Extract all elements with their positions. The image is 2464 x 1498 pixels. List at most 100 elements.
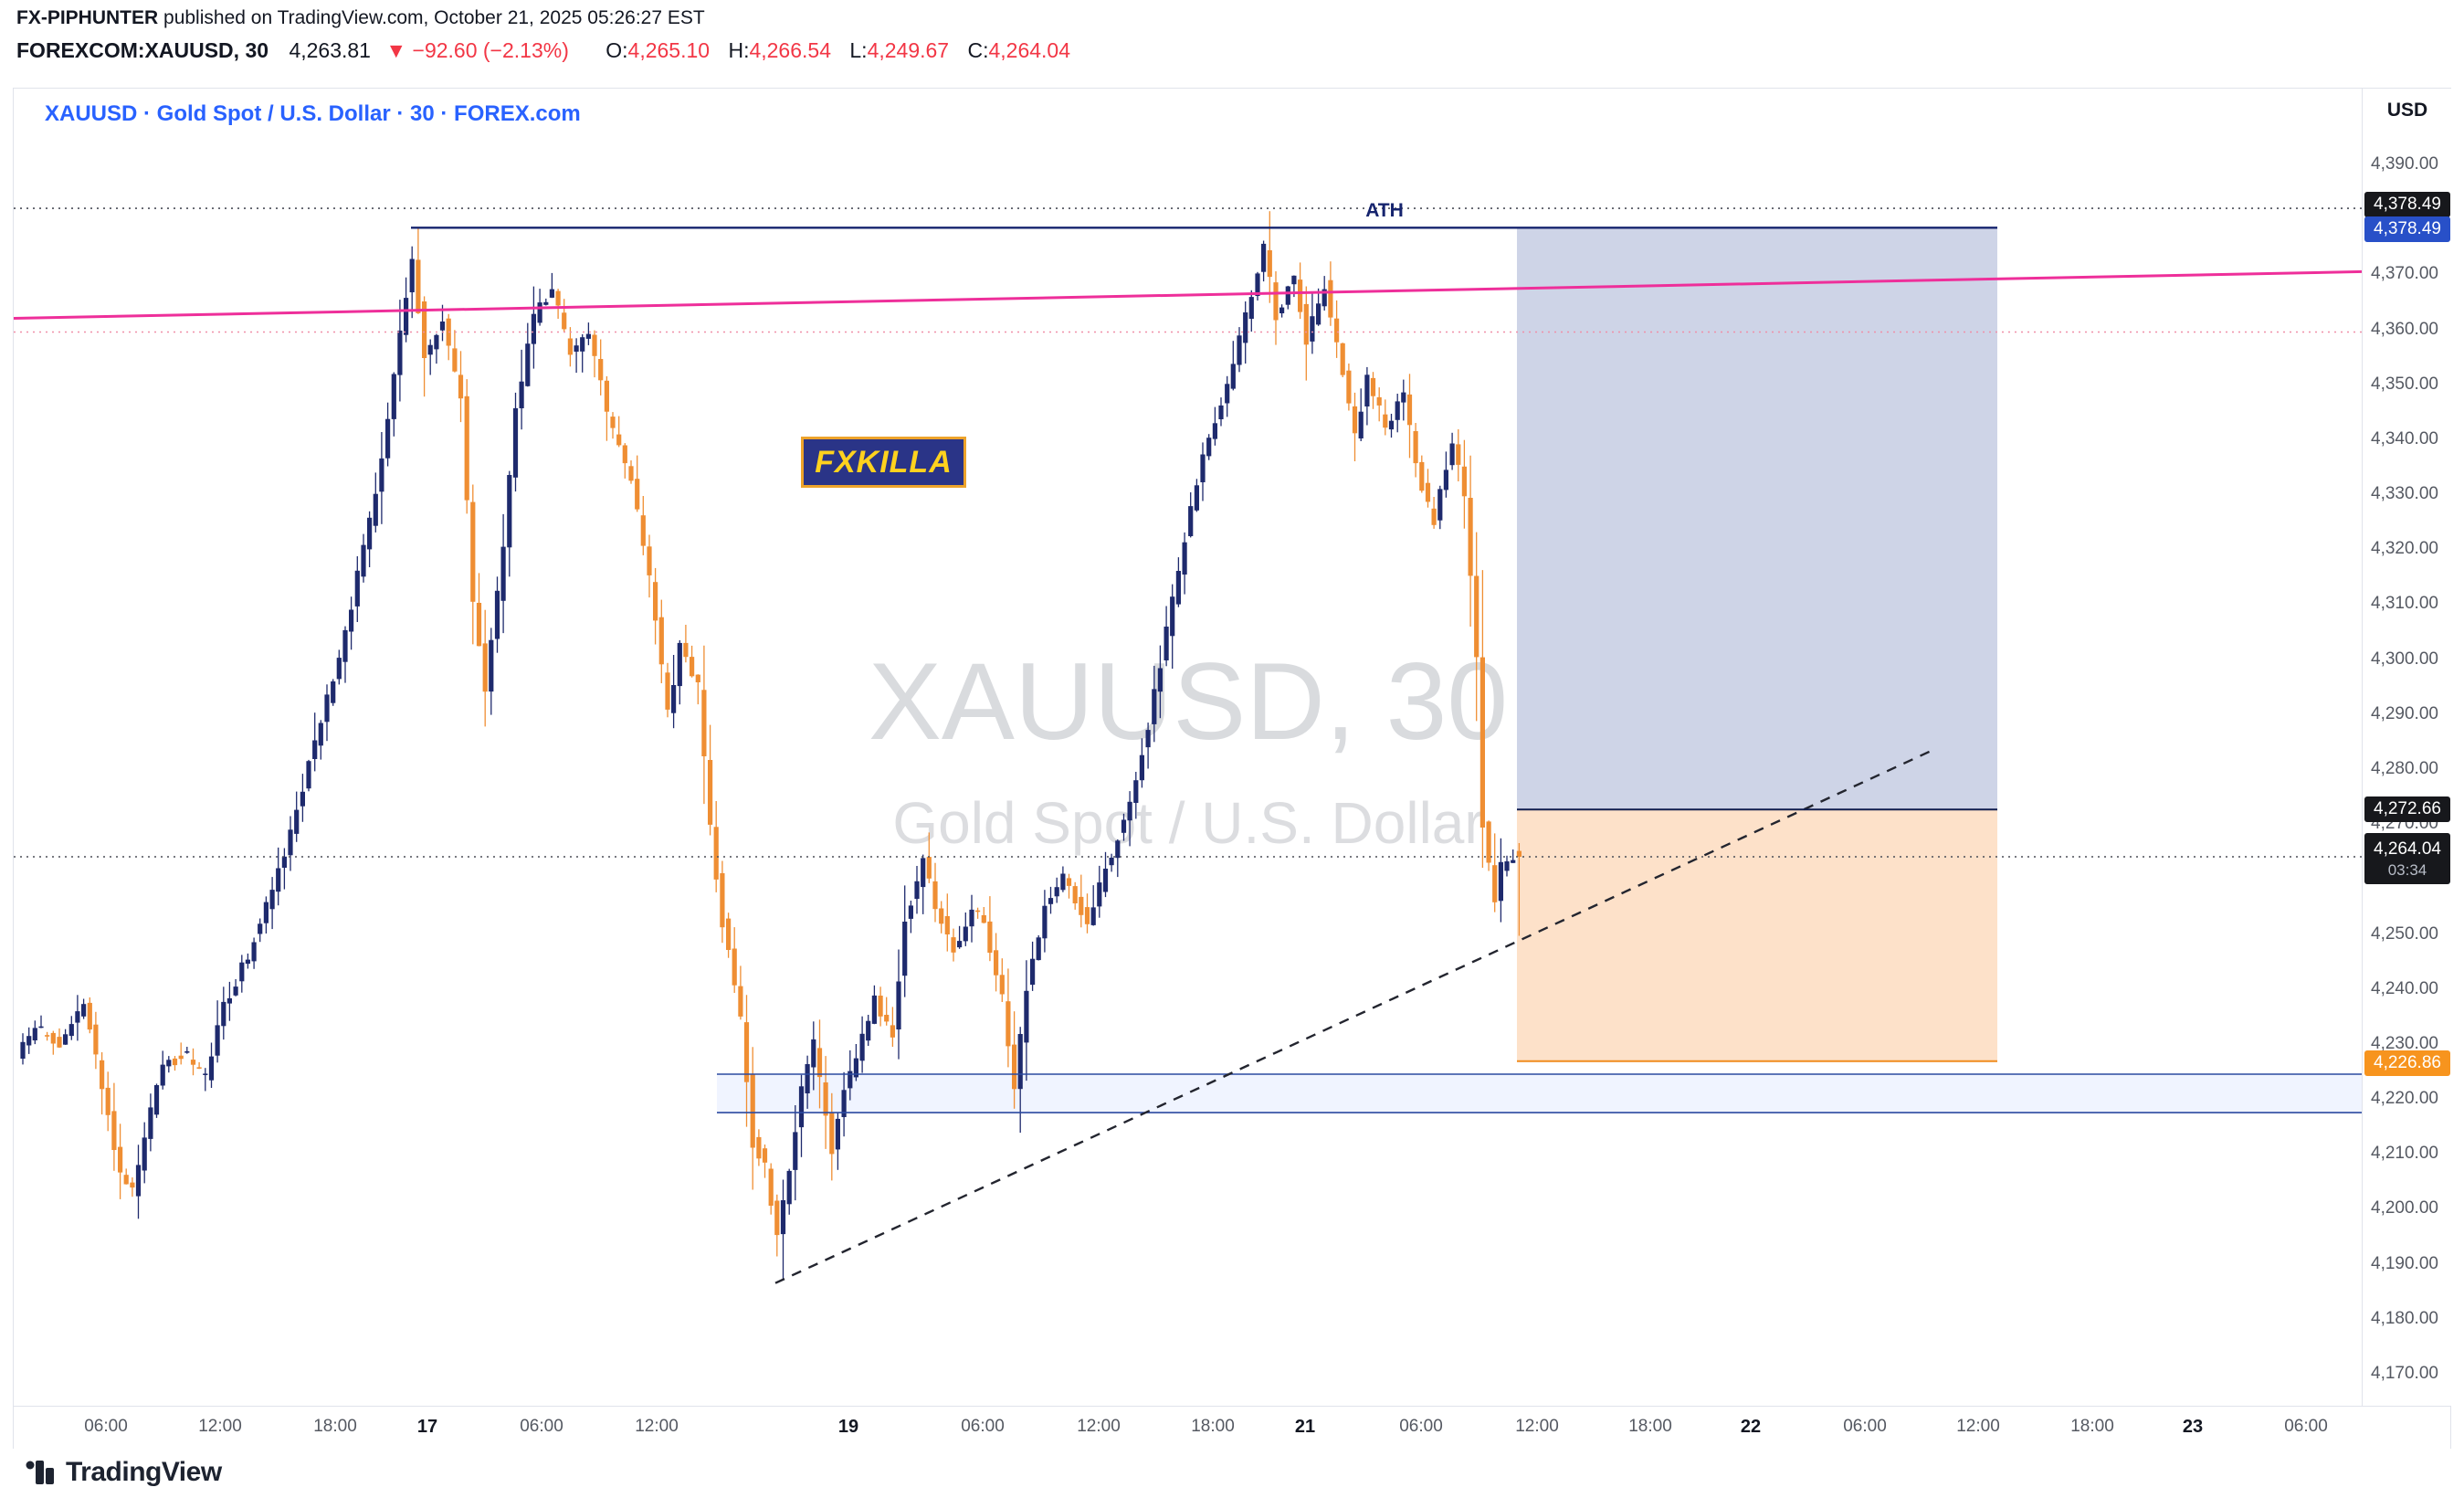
candle-body	[647, 546, 652, 575]
price-axis[interactable]: USD 4,390.00 4,370.00 4,360.00 4,350.00 4,34…	[2362, 89, 2452, 1406]
tradingview-logo-text: TradingView	[66, 1457, 222, 1487]
ohlc-line: FOREXCOM:XAUUSD, 30 4,263.81 ▼ −92.60 (−…	[16, 38, 1070, 63]
close-label: C:	[967, 38, 989, 62]
candle-body	[738, 986, 743, 1017]
chart-plot[interactable]: XAUUSD, 30 Gold Spot / U.S. Dollar	[14, 89, 2363, 1406]
candle-body	[951, 937, 956, 953]
candle-body	[963, 926, 968, 942]
candle-body	[153, 1085, 160, 1115]
candle-body	[215, 1025, 220, 1056]
candle-body	[890, 1025, 895, 1038]
price-tick: 4,390.00	[2371, 154, 2438, 174]
candle-body	[1127, 801, 1132, 821]
candle-body	[1054, 887, 1059, 897]
candle-body	[166, 1060, 172, 1067]
low-label: L:	[849, 38, 868, 62]
candle-body	[1255, 273, 1260, 296]
candle-body	[1285, 286, 1290, 305]
candle-body	[896, 981, 901, 1029]
time-tick: 12:00	[1515, 1417, 1559, 1436]
candle-body	[1090, 907, 1096, 925]
candle-body	[1175, 571, 1181, 605]
candle-body	[829, 1112, 835, 1155]
candle-body	[531, 313, 536, 344]
candle-body	[835, 1118, 840, 1150]
candle-body	[1097, 882, 1102, 907]
candle-body	[683, 642, 689, 658]
price-label-value: 4,264.04	[2374, 839, 2441, 859]
time-tick: 12:00	[635, 1417, 679, 1436]
candle-body	[841, 1090, 847, 1117]
candle-body	[38, 1026, 44, 1029]
candle-body	[208, 1056, 215, 1081]
price-tick: 4,280.00	[2371, 759, 2438, 778]
candle-body	[1084, 907, 1090, 924]
candle-body	[756, 1136, 762, 1159]
candle-body	[878, 996, 883, 1017]
candle-body	[239, 962, 245, 982]
time-tick: 12:00	[1077, 1417, 1121, 1436]
candle-body	[1316, 303, 1322, 325]
candle-body	[549, 289, 554, 298]
price-tick: 4,310.00	[2371, 594, 2438, 614]
candle-body	[653, 582, 658, 621]
candle-body	[500, 546, 506, 601]
candle-body	[567, 338, 573, 355]
candle-body	[336, 658, 342, 680]
candle-body	[391, 374, 396, 419]
price-tick: 4,320.00	[2371, 539, 2438, 559]
price-tick: 4,170.00	[2371, 1364, 2438, 1383]
candle-body	[1079, 896, 1084, 915]
candle-body	[324, 694, 330, 723]
candle-body	[1322, 289, 1327, 307]
candle-body	[1102, 869, 1109, 892]
candle-body	[914, 881, 920, 900]
fxkilla-badge: FXKILLA	[801, 437, 966, 488]
time-tick: 06:00	[520, 1417, 563, 1436]
time-tick-day: 23	[2182, 1417, 2204, 1437]
candle-body	[342, 629, 348, 662]
candle-body	[1383, 414, 1388, 428]
candle-body	[690, 657, 695, 677]
candle-body	[658, 617, 664, 665]
candle-body	[306, 761, 311, 789]
price-tick: 4,210.00	[2371, 1144, 2438, 1164]
candle-body	[1358, 411, 1364, 438]
candle-body	[921, 858, 926, 888]
candle-body	[422, 301, 427, 358]
low-value: 4,249.67	[867, 38, 950, 62]
candle-body	[20, 1041, 26, 1059]
candle-body	[26, 1036, 32, 1046]
candle-body	[1516, 850, 1522, 857]
candle-body	[671, 685, 677, 713]
time-axis[interactable]: 06:00 12:00 18:00 17 06:00 12:00 19 06:00 12:00 1…	[14, 1406, 2450, 1449]
candle-body	[276, 868, 281, 892]
candle-body	[695, 674, 700, 682]
candle-body	[331, 681, 336, 703]
candle-body	[349, 609, 354, 632]
candle-body	[604, 380, 609, 412]
open-value: 4,265.10	[627, 38, 711, 62]
candle-body	[1376, 396, 1382, 406]
candle-body	[1273, 282, 1279, 321]
candle-body	[111, 1111, 117, 1150]
candle-body	[1395, 401, 1400, 420]
candle-body	[926, 857, 932, 879]
support-band-fill	[717, 1074, 2363, 1113]
candle-body	[63, 1034, 68, 1045]
candle-body	[585, 333, 591, 339]
candle-body	[580, 337, 585, 352]
candle-body	[57, 1037, 62, 1048]
candle-body	[105, 1087, 111, 1115]
price-label-437849: 4,378.49	[2364, 192, 2450, 218]
watermark-symbol: XAUUSD, 30	[869, 640, 1508, 763]
candle-body	[1310, 316, 1315, 342]
candle-body	[1212, 423, 1217, 439]
author-name: FX-PIPHUNTER	[16, 7, 159, 28]
candle-body	[1139, 754, 1144, 781]
candle-body	[793, 1132, 798, 1170]
candle-body	[1066, 878, 1072, 886]
time-tick: 18:00	[1191, 1417, 1235, 1436]
candle-body	[1334, 318, 1340, 343]
last-price: 4,263.81	[289, 38, 371, 62]
